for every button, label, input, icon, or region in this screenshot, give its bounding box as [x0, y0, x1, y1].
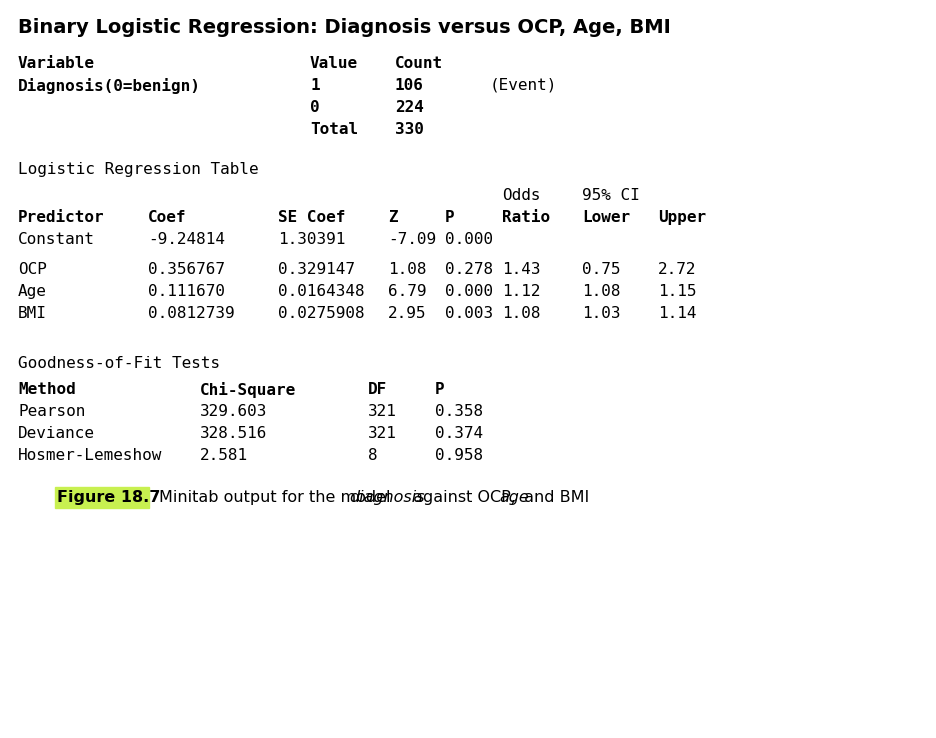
Text: Value: Value — [310, 56, 358, 71]
Text: 6.79: 6.79 — [388, 284, 427, 299]
Text: 0.000: 0.000 — [445, 232, 493, 247]
Text: Minitab output for the model: Minitab output for the model — [159, 490, 396, 505]
Text: 1.12: 1.12 — [502, 284, 540, 299]
Text: BMI: BMI — [18, 306, 47, 321]
FancyBboxPatch shape — [55, 487, 149, 508]
Text: 8: 8 — [368, 448, 377, 463]
Text: 106: 106 — [395, 78, 424, 93]
Text: 1.15: 1.15 — [658, 284, 696, 299]
Text: Predictor: Predictor — [18, 210, 105, 225]
Text: 330: 330 — [395, 122, 424, 137]
Text: 0.003: 0.003 — [445, 306, 493, 321]
Text: 0.329147: 0.329147 — [278, 262, 355, 277]
Text: 0.356767: 0.356767 — [148, 262, 225, 277]
Text: Count: Count — [395, 56, 443, 71]
Text: 0: 0 — [310, 100, 319, 115]
Text: 0.358: 0.358 — [435, 404, 483, 419]
Text: Odds: Odds — [502, 188, 540, 203]
Text: Variable: Variable — [18, 56, 95, 71]
Text: Lower: Lower — [582, 210, 630, 225]
Text: OCP: OCP — [18, 262, 47, 277]
Text: DF: DF — [368, 382, 388, 397]
Text: 2.95: 2.95 — [388, 306, 427, 321]
Text: 1.08: 1.08 — [502, 306, 540, 321]
Text: 95% CI: 95% CI — [582, 188, 639, 203]
Text: 1: 1 — [310, 78, 319, 93]
Text: P: P — [445, 210, 455, 225]
Text: 1.08: 1.08 — [388, 262, 427, 277]
Text: 0.000: 0.000 — [445, 284, 493, 299]
Text: -7.09: -7.09 — [388, 232, 436, 247]
Text: 0.0275908: 0.0275908 — [278, 306, 365, 321]
Text: and BMI: and BMI — [519, 490, 590, 505]
Text: 0.111670: 0.111670 — [148, 284, 225, 299]
Text: 329.603: 329.603 — [200, 404, 268, 419]
Text: Deviance: Deviance — [18, 426, 95, 441]
Text: Coef: Coef — [148, 210, 186, 225]
Text: 0.75: 0.75 — [582, 262, 621, 277]
Text: Ratio: Ratio — [502, 210, 550, 225]
Text: 1.30391: 1.30391 — [278, 232, 345, 247]
Text: Upper: Upper — [658, 210, 706, 225]
Text: Logistic Regression Table: Logistic Regression Table — [18, 162, 258, 177]
Text: diagnosis: diagnosis — [349, 490, 425, 505]
Text: Chi-Square: Chi-Square — [200, 382, 297, 398]
Text: Diagnosis(0=benign): Diagnosis(0=benign) — [18, 78, 201, 94]
Text: 224: 224 — [395, 100, 424, 115]
Text: Method: Method — [18, 382, 76, 397]
Text: Binary Logistic Regression: Diagnosis versus OCP, Age, BMI: Binary Logistic Regression: Diagnosis ve… — [18, 18, 671, 37]
Text: P: P — [435, 382, 445, 397]
Text: 1.03: 1.03 — [582, 306, 621, 321]
Text: 2.72: 2.72 — [658, 262, 696, 277]
Text: 0.0164348: 0.0164348 — [278, 284, 365, 299]
Text: (Event): (Event) — [490, 78, 557, 93]
Text: 0.958: 0.958 — [435, 448, 483, 463]
Text: Z: Z — [388, 210, 398, 225]
Text: 328.516: 328.516 — [200, 426, 268, 441]
Text: 321: 321 — [368, 404, 397, 419]
Text: SE Coef: SE Coef — [278, 210, 345, 225]
Text: Figure 18.7: Figure 18.7 — [57, 490, 160, 505]
Text: -9.24814: -9.24814 — [148, 232, 225, 247]
Text: 0.374: 0.374 — [435, 426, 483, 441]
Text: 0.278: 0.278 — [445, 262, 493, 277]
Text: against OCP,: against OCP, — [408, 490, 521, 505]
Text: Age: Age — [18, 284, 47, 299]
Text: 2.581: 2.581 — [200, 448, 248, 463]
Text: Pearson: Pearson — [18, 404, 85, 419]
Text: 1.08: 1.08 — [582, 284, 621, 299]
Text: Total: Total — [310, 122, 358, 137]
Text: 1.14: 1.14 — [658, 306, 696, 321]
Text: 0.0812739: 0.0812739 — [148, 306, 235, 321]
Text: Goodness-of-Fit Tests: Goodness-of-Fit Tests — [18, 356, 220, 371]
Text: 321: 321 — [368, 426, 397, 441]
Text: 1.43: 1.43 — [502, 262, 540, 277]
Text: Constant: Constant — [18, 232, 95, 247]
Text: age: age — [500, 490, 530, 505]
Text: Hosmer-Lemeshow: Hosmer-Lemeshow — [18, 448, 162, 463]
